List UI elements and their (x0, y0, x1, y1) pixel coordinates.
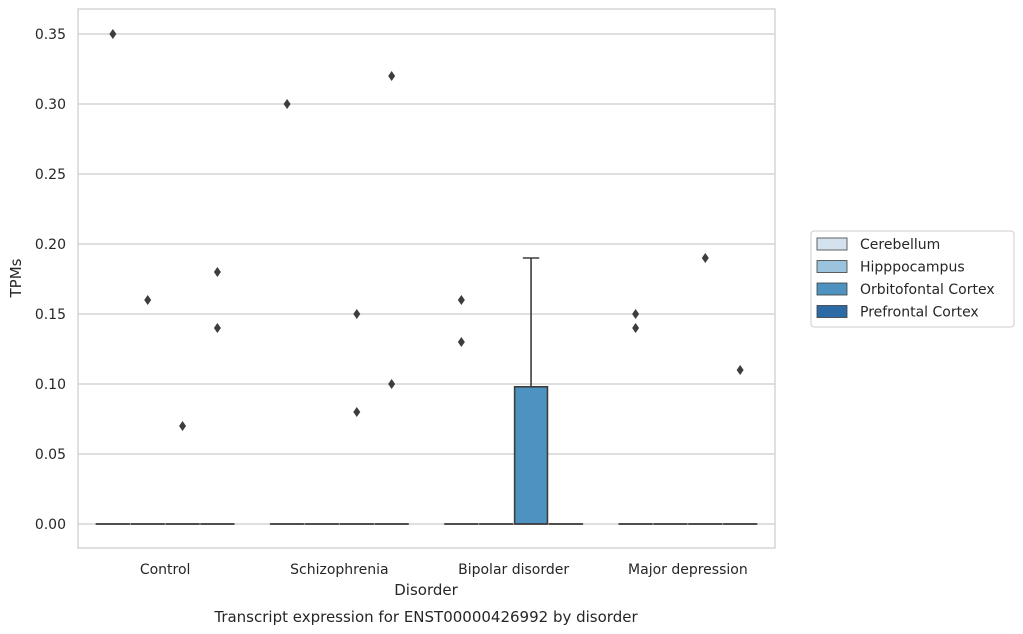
outlier-point (353, 309, 361, 319)
legend-swatch (816, 260, 848, 273)
gridlines (78, 33, 775, 525)
legend-swatch (816, 282, 848, 296)
outlier-point (632, 309, 640, 319)
outlier-point (701, 253, 709, 263)
legend-frame (810, 230, 1015, 328)
y-tick-label: 0.10 (35, 377, 66, 393)
x-axis-ticks: Control Schizophrenia Bipolar disorder Majo… (140, 562, 748, 578)
legend-label: Prefrontal Cortex (860, 305, 979, 321)
outlier-point (213, 323, 221, 333)
legend-label: Hipppocampus (860, 260, 965, 276)
legend-items: Cerebellum Hipppocampus Orbitofontal Corte… (816, 237, 995, 321)
y-axis-ticks: 0.00 0.05 0.10 0.15 0.20 0.25 0.30 0.35 (35, 27, 66, 533)
outlier-point (353, 407, 361, 417)
outlier-point (179, 421, 187, 431)
y-axis-label: TPMs (7, 258, 25, 298)
box-series (95, 257, 758, 525)
x-tick-label: Major depression (628, 562, 748, 578)
box (513, 385, 549, 525)
y-tick-label: 0.15 (35, 307, 66, 323)
outlier-point (144, 295, 152, 305)
outlier-points (109, 29, 744, 431)
outlier-point (388, 71, 396, 81)
outlier-point (632, 323, 640, 333)
x-tick-label: Control (140, 562, 191, 578)
legend-swatch (816, 305, 848, 318)
plot-frame (77, 8, 776, 549)
x-tick-label: Bipolar disorder (458, 562, 569, 578)
outlier-point (283, 99, 291, 109)
outlier-point (388, 379, 396, 389)
legend-label: Cerebellum (860, 237, 940, 253)
x-axis-label: Disorder (394, 581, 458, 599)
legend-label: Orbitofontal Cortex (860, 282, 995, 298)
x-tick-label: Schizophrenia (290, 562, 388, 578)
y-tick-label: 0.00 (35, 517, 66, 533)
y-tick-label: 0.05 (35, 447, 66, 463)
outlier-point (457, 295, 465, 305)
outlier-point (736, 365, 744, 375)
y-tick-label: 0.35 (35, 27, 66, 43)
y-tick-label: 0.25 (35, 167, 66, 183)
outlier-point (109, 29, 117, 39)
legend-swatch (816, 237, 848, 251)
chart-title: Transcript expression for ENST0000042699… (213, 608, 638, 626)
legend: Cerebellum Hipppocampus Orbitofontal Corte… (810, 230, 1015, 328)
y-tick-label: 0.20 (35, 237, 66, 253)
outlier-point (457, 337, 465, 347)
y-tick-label: 0.30 (35, 97, 66, 113)
outlier-point (213, 267, 221, 277)
